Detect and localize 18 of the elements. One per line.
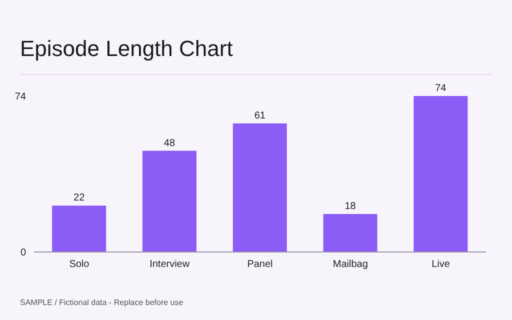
- data-label: 22: [74, 192, 86, 204]
- x-tick-label: Interview: [150, 259, 190, 270]
- bar: [232, 123, 287, 252]
- text: SAMPLE / Fictional data - Replace before use: [20, 298, 184, 307]
- y-tick-label: 0: [20, 248, 26, 259]
- data-label: 74: [435, 83, 447, 94]
- data-label: 48: [164, 138, 176, 149]
- bar: [414, 96, 468, 252]
- data-label: 18: [344, 201, 356, 212]
- bar: [142, 150, 196, 252]
- x-tick-label: Mailbag: [332, 259, 368, 270]
- bar: [52, 206, 106, 252]
- x-tick-label: Solo: [69, 259, 90, 270]
- data-label: 61: [254, 110, 266, 122]
- chart-title: Episode Length Chart: [20, 36, 233, 62]
- x-tick-label: Live: [432, 259, 450, 270]
- x-tick-label: Panel: [247, 259, 273, 270]
- bar: [323, 214, 378, 252]
